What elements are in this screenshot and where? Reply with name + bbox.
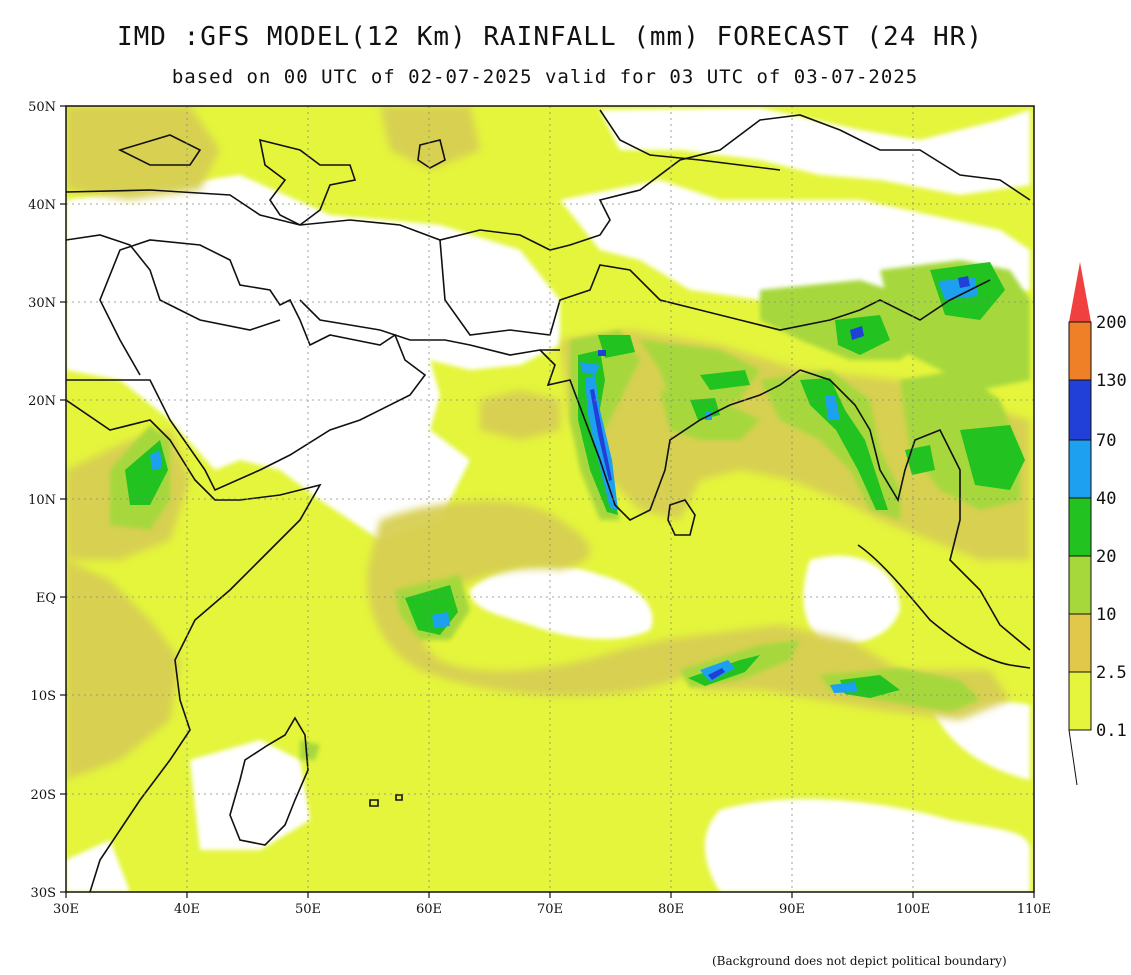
- colorbar-swatch-2: [1069, 556, 1091, 614]
- colorbar-label-6: 130: [1096, 371, 1127, 391]
- colorbar-label-0: 0.1: [1096, 721, 1127, 741]
- lon-label-100e: 100E: [896, 902, 930, 917]
- colorbar-label-4: 40: [1096, 489, 1116, 509]
- colorbar-swatch-4: [1069, 440, 1091, 498]
- colorbar-swatch-3: [1069, 498, 1091, 556]
- torrential-rain-areas: [590, 276, 970, 680]
- colorbar-label-7: 200: [1096, 313, 1127, 333]
- lat-label-10s: 10S: [31, 689, 56, 704]
- lat-lon-grid: [66, 106, 1034, 892]
- colorbar-label-2: 10: [1096, 605, 1116, 625]
- footnote: (Background does not depict political bo…: [712, 954, 1007, 968]
- axis-ticks: [60, 105, 1035, 898]
- colorbar-label-1: 2.5: [1096, 663, 1127, 683]
- colorbar-swatch-6: [1069, 322, 1091, 380]
- map-subtitle: based on 00 UTC of 02-07-2025 valid for …: [171, 66, 919, 88]
- map-title: IMD :GFS MODEL(12 Km) RAINFALL (mm) FORE…: [117, 22, 983, 52]
- colorbar-swatch-7: [1069, 262, 1091, 322]
- lon-label-30e: 30E: [53, 902, 79, 917]
- lon-label-60e: 60E: [416, 902, 442, 917]
- lat-label-30n: 30N: [28, 296, 56, 311]
- lat-label-50n: 50N: [28, 100, 56, 115]
- rainfall-field: [66, 106, 1034, 892]
- lat-label-20s: 20S: [31, 788, 56, 803]
- lat-label-eq: EQ: [36, 591, 56, 606]
- colorbar: 0.1 2.5 10 20 40 70 130 200: [1068, 262, 1127, 786]
- lon-label-70e: 70E: [537, 902, 563, 917]
- lon-label-110e: 110E: [1017, 902, 1051, 917]
- lat-label-10n: 10N: [28, 493, 56, 508]
- colorbar-swatch-0: [1069, 672, 1091, 730]
- colorbar-swatch-1: [1069, 614, 1091, 672]
- colorbar-swatch-5: [1069, 380, 1091, 440]
- lat-label-30s: 30S: [31, 886, 56, 901]
- colorbar-label-3: 20: [1096, 547, 1116, 567]
- lon-label-40e: 40E: [174, 902, 200, 917]
- lat-label-20n: 20N: [28, 394, 56, 409]
- coastlines: [66, 109, 1031, 892]
- lon-label-50e: 50E: [295, 902, 321, 917]
- lat-label-40n: 40N: [28, 198, 56, 213]
- lon-label-90e: 90E: [779, 902, 805, 917]
- lon-label-80e: 80E: [658, 902, 684, 917]
- colorbar-label-5: 70: [1096, 431, 1116, 451]
